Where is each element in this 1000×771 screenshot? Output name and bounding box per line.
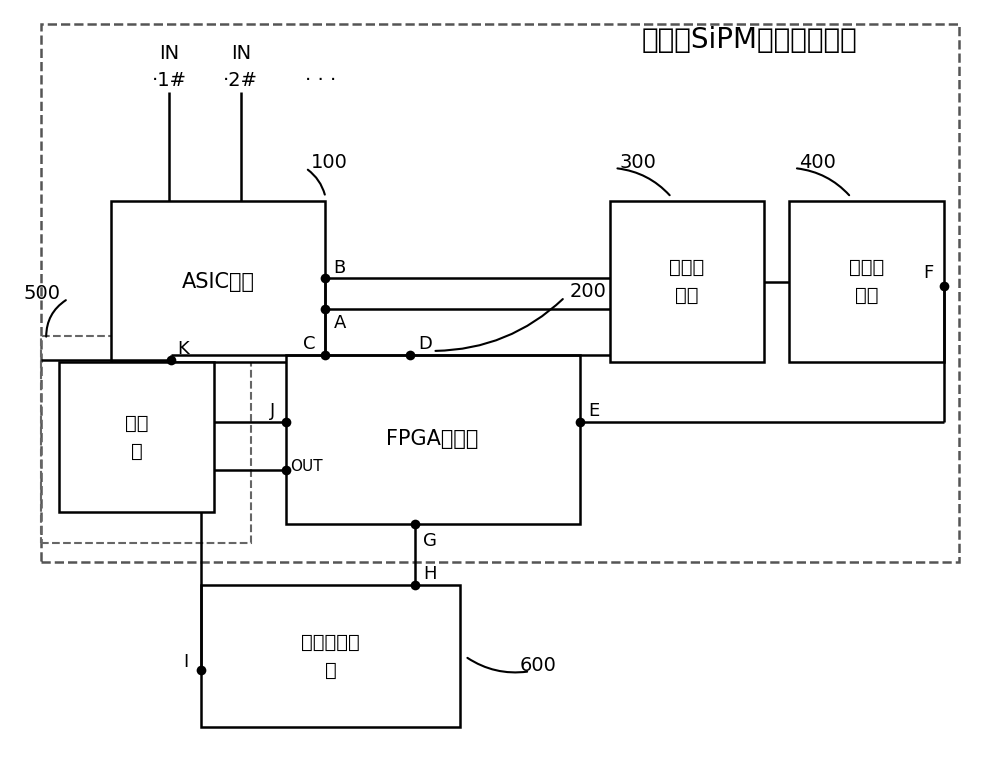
Text: 多通道SiPM数据采集系统: 多通道SiPM数据采集系统 <box>641 25 857 54</box>
Text: K: K <box>177 339 189 358</box>
Text: 300: 300 <box>620 153 657 172</box>
Text: ASIC芯片: ASIC芯片 <box>182 272 255 291</box>
Text: 100: 100 <box>311 153 347 172</box>
Text: I: I <box>184 653 189 671</box>
Text: E: E <box>588 402 599 420</box>
Text: 后端放
大器: 后端放 大器 <box>669 258 705 305</box>
Text: D: D <box>418 335 432 353</box>
Text: FPGA控制板: FPGA控制板 <box>386 429 479 449</box>
Text: OUT: OUT <box>291 459 323 473</box>
Text: 上位
机: 上位 机 <box>125 414 148 461</box>
Text: B: B <box>333 259 346 277</box>
Text: H: H <box>423 565 437 584</box>
Bar <box>41 335 251 543</box>
Text: ·1#: ·1# <box>151 71 186 89</box>
Text: · · ·: · · · <box>305 71 336 89</box>
Text: C: C <box>303 335 316 353</box>
Text: G: G <box>423 532 437 550</box>
Text: 外部控制从
机: 外部控制从 机 <box>301 633 360 680</box>
Bar <box>201 585 460 727</box>
Bar <box>111 201 325 362</box>
Text: IN: IN <box>159 44 179 63</box>
Text: 500: 500 <box>23 284 60 302</box>
Text: IN: IN <box>231 44 251 63</box>
Text: J: J <box>270 402 276 420</box>
Text: 模数转
换器: 模数转 换器 <box>849 258 884 305</box>
Text: 600: 600 <box>520 656 557 675</box>
Bar <box>789 201 944 362</box>
Text: 200: 200 <box>570 282 607 301</box>
Bar <box>59 362 214 512</box>
Bar <box>286 355 580 524</box>
Text: ·2#: ·2# <box>223 71 258 89</box>
Text: 400: 400 <box>799 153 836 172</box>
Bar <box>41 25 959 562</box>
Text: A: A <box>333 314 346 332</box>
Text: F: F <box>924 264 934 282</box>
Bar <box>610 201 764 362</box>
